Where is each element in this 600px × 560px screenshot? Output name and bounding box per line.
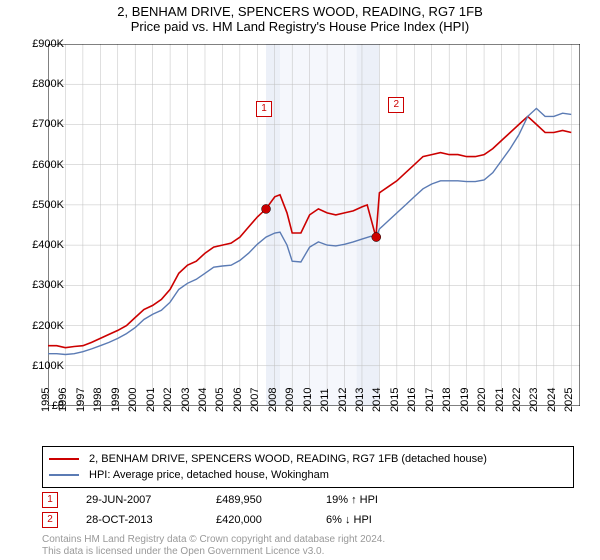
event-date: 29-JUN-2007 — [86, 494, 216, 506]
chart-svg — [48, 44, 580, 406]
x-tick-label: 2011 — [319, 388, 331, 412]
x-tick-label: 1998 — [92, 388, 104, 412]
x-tick-label: 2002 — [162, 388, 174, 412]
x-tick-label: 1996 — [57, 388, 69, 412]
y-tick-label: £300K — [32, 279, 64, 291]
x-tick-label: 2025 — [563, 388, 575, 412]
y-tick-label: £600K — [32, 159, 64, 171]
x-tick-label: 2017 — [423, 388, 435, 412]
event-table: 1 29-JUN-2007£489,95019% ↑ HPI 2 28-OCT-201… — [42, 490, 378, 530]
y-tick-label: £500K — [32, 199, 64, 211]
x-tick-label: 2001 — [144, 388, 156, 412]
page-subtitle: Price paid vs. HM Land Registry's House … — [0, 19, 600, 34]
x-tick-label: 1995 — [40, 388, 52, 412]
x-tick-label: 2016 — [406, 388, 418, 412]
x-tick-label: 2000 — [127, 388, 139, 412]
chart-marker-label: 2 — [388, 97, 404, 113]
x-tick-label: 2023 — [528, 388, 540, 412]
attribution-line: Contains HM Land Registry data © Crown c… — [42, 534, 385, 546]
attribution: Contains HM Land Registry data © Crown c… — [42, 534, 385, 558]
legend-swatch — [49, 458, 79, 460]
x-tick-label: 2005 — [214, 388, 226, 412]
x-tick-label: 2009 — [284, 388, 296, 412]
x-tick-label: 2013 — [354, 388, 366, 412]
event-price: £489,950 — [216, 494, 326, 506]
x-tick-label: 2024 — [546, 388, 558, 412]
legend-label: 2, BENHAM DRIVE, SPENCERS WOOD, READING,… — [89, 453, 487, 465]
x-tick-label: 2003 — [179, 388, 191, 412]
y-tick-label: £200K — [32, 320, 64, 332]
x-tick-label: 2004 — [197, 388, 209, 412]
event-marker-box: 2 — [42, 512, 58, 528]
y-tick-label: £700K — [32, 118, 64, 130]
event-delta: 19% ↑ HPI — [326, 494, 378, 506]
page-title: 2, BENHAM DRIVE, SPENCERS WOOD, READING,… — [0, 4, 600, 19]
x-tick-label: 2007 — [249, 388, 261, 412]
event-price: £420,000 — [216, 514, 326, 526]
event-delta: 6% ↓ HPI — [326, 514, 372, 526]
legend: 2, BENHAM DRIVE, SPENCERS WOOD, READING,… — [42, 446, 574, 488]
x-tick-label: 2018 — [441, 388, 453, 412]
x-tick-label: 2010 — [301, 388, 313, 412]
x-tick-label: 2006 — [232, 388, 244, 412]
chart — [48, 44, 580, 406]
attribution-line: This data is licensed under the Open Gov… — [42, 546, 385, 558]
event-marker-box: 1 — [42, 492, 58, 508]
x-tick-label: 2019 — [458, 388, 470, 412]
title-block: 2, BENHAM DRIVE, SPENCERS WOOD, READING,… — [0, 0, 600, 34]
x-tick-label: 2015 — [389, 388, 401, 412]
event-row: 2 28-OCT-2013£420,0006% ↓ HPI — [42, 510, 378, 530]
x-tick-label: 2021 — [493, 388, 505, 412]
y-tick-label: £900K — [32, 38, 64, 50]
page-root: 2, BENHAM DRIVE, SPENCERS WOOD, READING,… — [0, 0, 600, 560]
legend-label: HPI: Average price, detached house, Woki… — [89, 469, 329, 481]
y-tick-label: £400K — [32, 239, 64, 251]
legend-swatch — [49, 474, 79, 476]
x-tick-label: 1999 — [110, 388, 122, 412]
y-tick-label: £800K — [32, 78, 64, 90]
event-date: 28-OCT-2013 — [86, 514, 216, 526]
x-tick-label: 2012 — [336, 388, 348, 412]
chart-marker-label: 1 — [256, 101, 272, 117]
x-tick-label: 2020 — [476, 388, 488, 412]
y-tick-label: £100K — [32, 360, 64, 372]
x-tick-label: 2008 — [267, 388, 279, 412]
x-tick-label: 2022 — [511, 388, 523, 412]
legend-item: 2, BENHAM DRIVE, SPENCERS WOOD, READING,… — [49, 451, 567, 467]
event-row: 1 29-JUN-2007£489,95019% ↑ HPI — [42, 490, 378, 510]
legend-item: HPI: Average price, detached house, Woki… — [49, 467, 567, 483]
x-tick-label: 1997 — [75, 388, 87, 412]
x-tick-label: 2014 — [371, 388, 383, 412]
